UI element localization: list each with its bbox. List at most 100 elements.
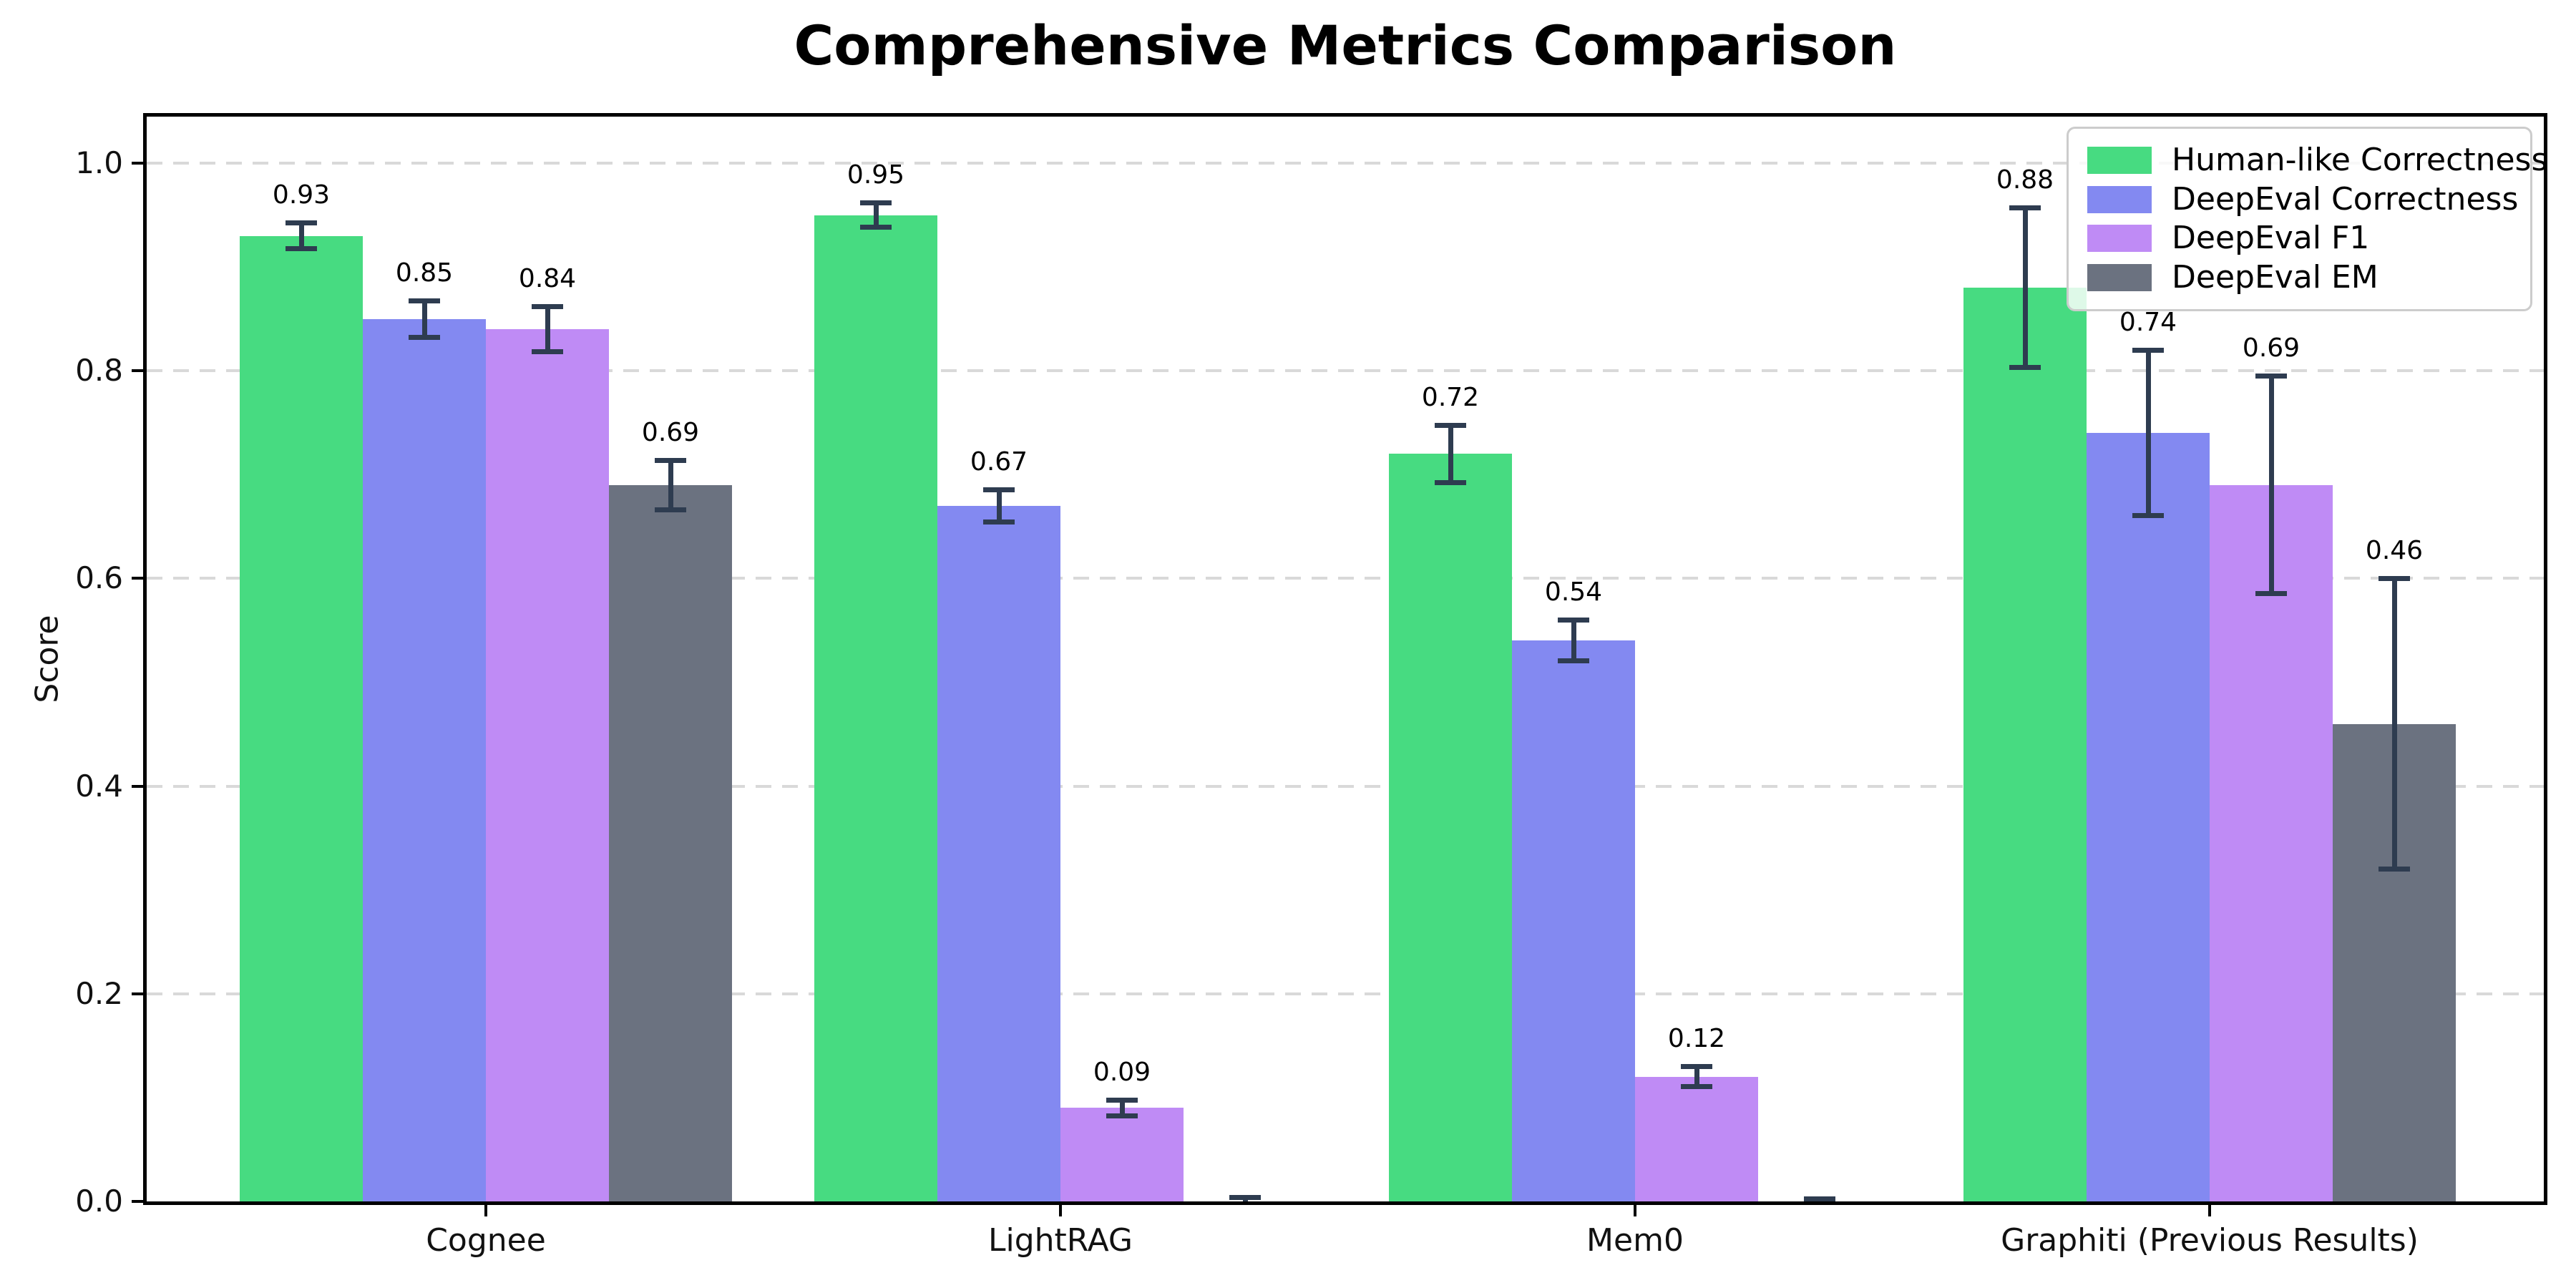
y-tick-mark xyxy=(132,1200,143,1203)
bar xyxy=(363,319,486,1201)
error-bar xyxy=(996,489,1002,523)
bar xyxy=(609,485,732,1201)
x-tick-mark xyxy=(484,1205,487,1216)
legend-swatch xyxy=(2087,263,2152,291)
y-tick-label: 0.8 xyxy=(75,353,123,389)
error-bar-cap-bottom xyxy=(286,246,317,252)
legend-label: DeepEval Correctness xyxy=(2172,180,2519,218)
bar-value-label: 0.95 xyxy=(847,160,905,190)
bar-value-label: 0.12 xyxy=(1667,1024,1726,1054)
y-axis-label: Score xyxy=(29,615,66,703)
x-tick-mark xyxy=(1059,1205,1062,1216)
bar xyxy=(1635,1077,1758,1201)
error-bar-cap-bottom xyxy=(1681,1084,1712,1090)
y-tick-label: 0.6 xyxy=(75,560,123,596)
bar xyxy=(1512,640,1635,1201)
bar xyxy=(814,215,937,1201)
error-bar xyxy=(298,222,304,250)
y-tick-label: 0.0 xyxy=(75,1184,123,1219)
legend-label: DeepEval F1 xyxy=(2172,220,2370,257)
error-bar-cap-bottom xyxy=(1106,1113,1138,1119)
x-tick-mark xyxy=(1634,1205,1636,1216)
error-bar-cap-bottom xyxy=(409,334,440,340)
error-bar xyxy=(2022,208,2028,368)
y-tick-mark xyxy=(132,162,143,165)
error-bar xyxy=(668,459,673,510)
y-tick-mark xyxy=(132,784,143,788)
error-bar-cap-top xyxy=(1229,1195,1261,1201)
error-bar-cap-bottom xyxy=(983,519,1015,525)
error-bar-cap-top xyxy=(1804,1196,1835,1201)
legend-entry: Human-like Correctness xyxy=(2087,145,2547,176)
error-bar-cap-bottom xyxy=(1558,658,1589,664)
bar xyxy=(937,506,1060,1201)
chart-title: Comprehensive Metrics Comparison xyxy=(794,14,1897,77)
error-bar-cap-top xyxy=(2255,374,2287,379)
bar xyxy=(1389,454,1512,1201)
error-bar-cap-top xyxy=(1435,422,1466,428)
error-bar xyxy=(1119,1099,1125,1116)
bar xyxy=(2210,485,2333,1201)
error-bar xyxy=(545,306,550,353)
error-bar xyxy=(1694,1066,1699,1088)
bar-value-label: 0.72 xyxy=(1421,382,1480,412)
gridline xyxy=(147,784,2544,788)
error-bar-cap-bottom xyxy=(655,507,686,512)
x-tick-label: Mem0 xyxy=(1586,1222,1684,1259)
bar-value-label: 0.69 xyxy=(2242,333,2301,364)
error-bar-cap-top xyxy=(1558,618,1589,623)
bar-value-label: 0.74 xyxy=(2119,308,2177,338)
bar xyxy=(1963,288,2087,1201)
error-bar xyxy=(1448,424,1453,483)
legend-entry: DeepEval F1 xyxy=(2087,223,2512,254)
y-tick-mark xyxy=(132,577,143,580)
error-bar-cap-top xyxy=(983,487,1015,492)
legend-entry: DeepEval Correctness xyxy=(2087,183,2518,215)
bar-value-label: 0.93 xyxy=(272,180,331,210)
error-bar xyxy=(1571,620,1576,662)
bar xyxy=(240,236,363,1201)
bar-value-label: 0.67 xyxy=(970,447,1028,477)
bar-value-label: 0.54 xyxy=(1544,577,1603,608)
bar-value-label: 0.84 xyxy=(518,264,577,294)
bar-value-label: 0.46 xyxy=(2365,536,2424,566)
y-tick-label: 0.2 xyxy=(75,975,123,1011)
y-tick-mark xyxy=(132,369,143,373)
legend-label: DeepEval EM xyxy=(2172,258,2379,296)
x-tick-label: Graphiti (Previous Results) xyxy=(2001,1222,2419,1259)
error-bar-cap-top xyxy=(655,457,686,463)
error-bar-cap-top xyxy=(2132,348,2164,353)
bar xyxy=(486,329,609,1201)
error-bar-cap-bottom xyxy=(2255,591,2287,597)
error-bar xyxy=(2145,350,2151,517)
error-bar-cap-top xyxy=(860,200,892,206)
error-bar xyxy=(2391,578,2397,869)
x-tick-label: LightRAG xyxy=(987,1222,1133,1259)
error-bar-cap-bottom xyxy=(2379,866,2410,872)
bar-value-label: 0.88 xyxy=(1996,165,2054,195)
legend: Human-like Correctness DeepEval Correctne… xyxy=(2067,127,2547,311)
error-bar-cap-bottom xyxy=(532,349,563,355)
error-bar-cap-top xyxy=(2009,205,2041,211)
legend-swatch xyxy=(2087,147,2152,174)
error-bar-cap-top xyxy=(286,220,317,225)
gridline xyxy=(147,992,2544,995)
error-bar-cap-top xyxy=(2379,576,2410,582)
error-bar xyxy=(421,300,427,338)
bar xyxy=(1060,1108,1184,1201)
error-bar xyxy=(2268,376,2274,595)
legend-swatch xyxy=(2087,185,2152,213)
error-bar xyxy=(873,203,879,228)
y-tick-label: 1.0 xyxy=(75,145,123,180)
error-bar-cap-bottom xyxy=(1435,479,1466,485)
error-bar-cap-bottom xyxy=(2132,513,2164,519)
error-bar-cap-top xyxy=(1681,1064,1712,1070)
x-tick-mark xyxy=(2208,1205,2211,1216)
x-tick-label: Cognee xyxy=(426,1222,546,1259)
error-bar-cap-top xyxy=(532,304,563,310)
y-tick-label: 0.4 xyxy=(75,768,123,804)
error-bar-cap-top xyxy=(409,298,440,303)
gridline xyxy=(147,162,2544,165)
legend-label: Human-like Correctness xyxy=(2172,142,2548,178)
bar-value-label: 0.69 xyxy=(641,417,700,447)
